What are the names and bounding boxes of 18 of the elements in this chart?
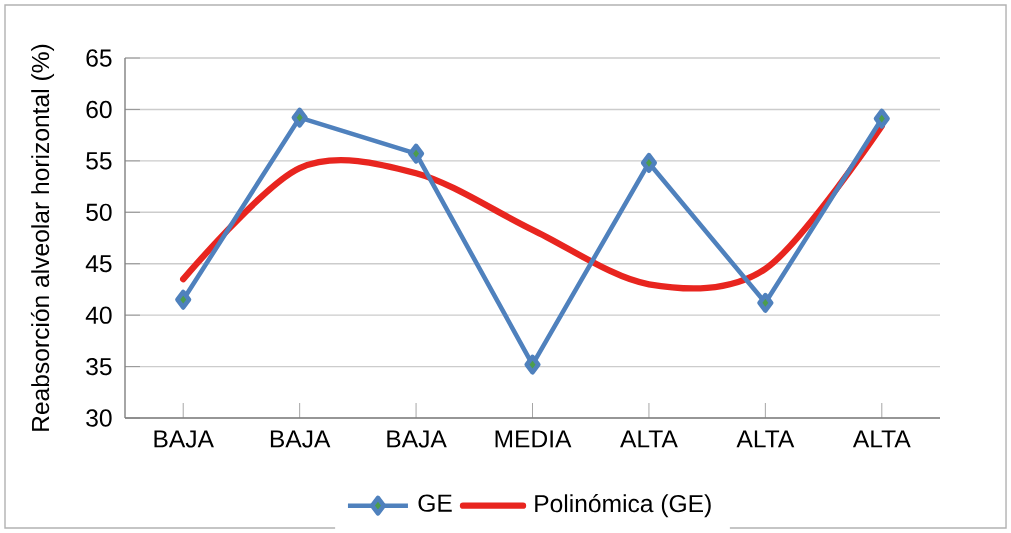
y-tick-label: 60	[86, 100, 112, 119]
y-tick-label: 50	[86, 203, 112, 221]
y-tick-label: 55	[86, 152, 112, 170]
x-tick-label: BAJA	[270, 430, 331, 448]
y-tick-label: 35	[86, 357, 112, 376]
x-tick-label: ALTA	[852, 430, 911, 448]
x-tick-label: ALTA	[620, 430, 678, 448]
y-tick-label: 30	[86, 409, 112, 427]
x-tick-label: BAJA	[154, 430, 214, 448]
x-tick-label: MEDIA	[495, 430, 572, 448]
y-tick-label: 40	[85, 306, 112, 324]
legend-label: Polinómica (GE)	[535, 494, 711, 518]
y-tick-label: 45	[85, 255, 112, 273]
x-tick-label: BAJA	[387, 430, 447, 448]
x-tick-label: ALTA	[736, 430, 795, 448]
legend-label: GE	[418, 494, 452, 512]
y-axis-title: Reabsorción alveolar horizontal (%)	[30, 44, 55, 431]
y-tick-label: 65	[86, 49, 112, 67]
